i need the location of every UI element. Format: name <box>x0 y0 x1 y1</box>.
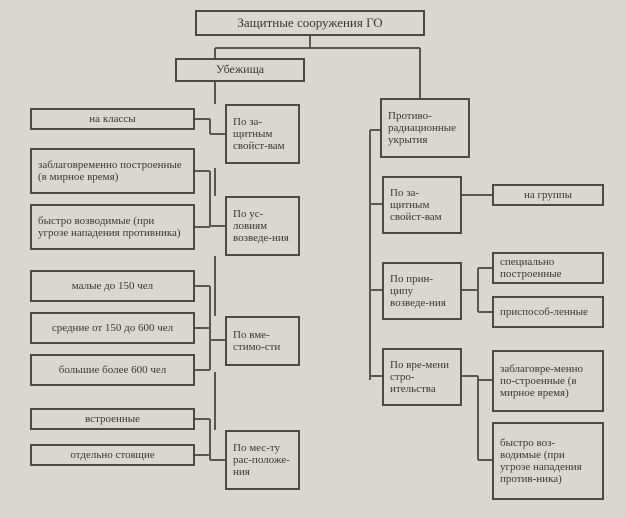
node-lg2-0: малые до 150 чел <box>30 270 195 302</box>
node-lg1-1: быстро возводимые (при угрозе нападения … <box>30 204 195 250</box>
node-rg2-0: заблаговре-менно по-строенные (в мирное … <box>492 350 604 412</box>
node-rg1-1: приспособ-ленные <box>492 296 604 328</box>
node-lc0: По за-щитным свойст-вам <box>225 104 300 164</box>
node-lg2-1: средние от 150 до 600 чел <box>30 312 195 344</box>
node-lg3-0: встроенные <box>30 408 195 430</box>
node-lg3-1: отдельно стоящие <box>30 444 195 466</box>
node-lg2-2: большие более 600 чел <box>30 354 195 386</box>
node-rg1-0: специально построенные <box>492 252 604 284</box>
node-lc2: По вме-стимо-сти <box>225 316 300 366</box>
node-lg1-0: заблаговременно построенные (в мирное вр… <box>30 148 195 194</box>
node-rc1: По прин-ципу возведе-ния <box>382 262 462 320</box>
node-rg0-0: на группы <box>492 184 604 206</box>
node-lc3: По мес-ту рас-положе-ния <box>225 430 300 490</box>
node-rg2-1: быстро воз-водимые (при угрозе нападения… <box>492 422 604 500</box>
node-rtitle: Противо-радиационные укрытия <box>380 98 470 158</box>
node-root: Защитные сооружения ГО <box>195 10 425 36</box>
node-ltitle: Убежища <box>175 58 305 82</box>
node-rc0: По за-щитным свойст-вам <box>382 176 462 234</box>
node-lg0-0: на классы <box>30 108 195 130</box>
node-lc1: По ус-ловиям возведе-ния <box>225 196 300 256</box>
node-rc2: По вре-мени стро-ительства <box>382 348 462 406</box>
